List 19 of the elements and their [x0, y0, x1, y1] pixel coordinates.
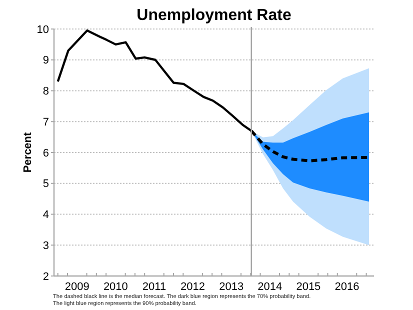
x-tick-label: 2012 [180, 281, 206, 293]
y-tick-label: 2 [42, 270, 49, 283]
y-tick-label: 8 [42, 86, 49, 98]
x-tick-label: 2016 [334, 281, 360, 293]
x-tick-label: 2011 [142, 281, 166, 293]
y-axis-title: Percent [22, 132, 34, 173]
x-tick-label: 2013 [219, 281, 244, 293]
y-tick-label: 5 [42, 178, 49, 190]
y-tick-label: 4 [42, 209, 49, 222]
x-tick-label: 2010 [103, 281, 128, 293]
x-tick-label: 2015 [296, 281, 321, 293]
y-tick-label: 6 [42, 147, 49, 160]
x-tick-label: 2009 [64, 281, 90, 293]
chart-title: Unemployment Rate [136, 7, 292, 24]
y-tick-label: 10 [36, 24, 49, 36]
y-tick-label: 3 [42, 240, 49, 252]
y-tick-label: 9 [42, 54, 49, 67]
x-tick-label: 2014 [258, 281, 282, 293]
y-tick-label: 7 [42, 116, 49, 128]
